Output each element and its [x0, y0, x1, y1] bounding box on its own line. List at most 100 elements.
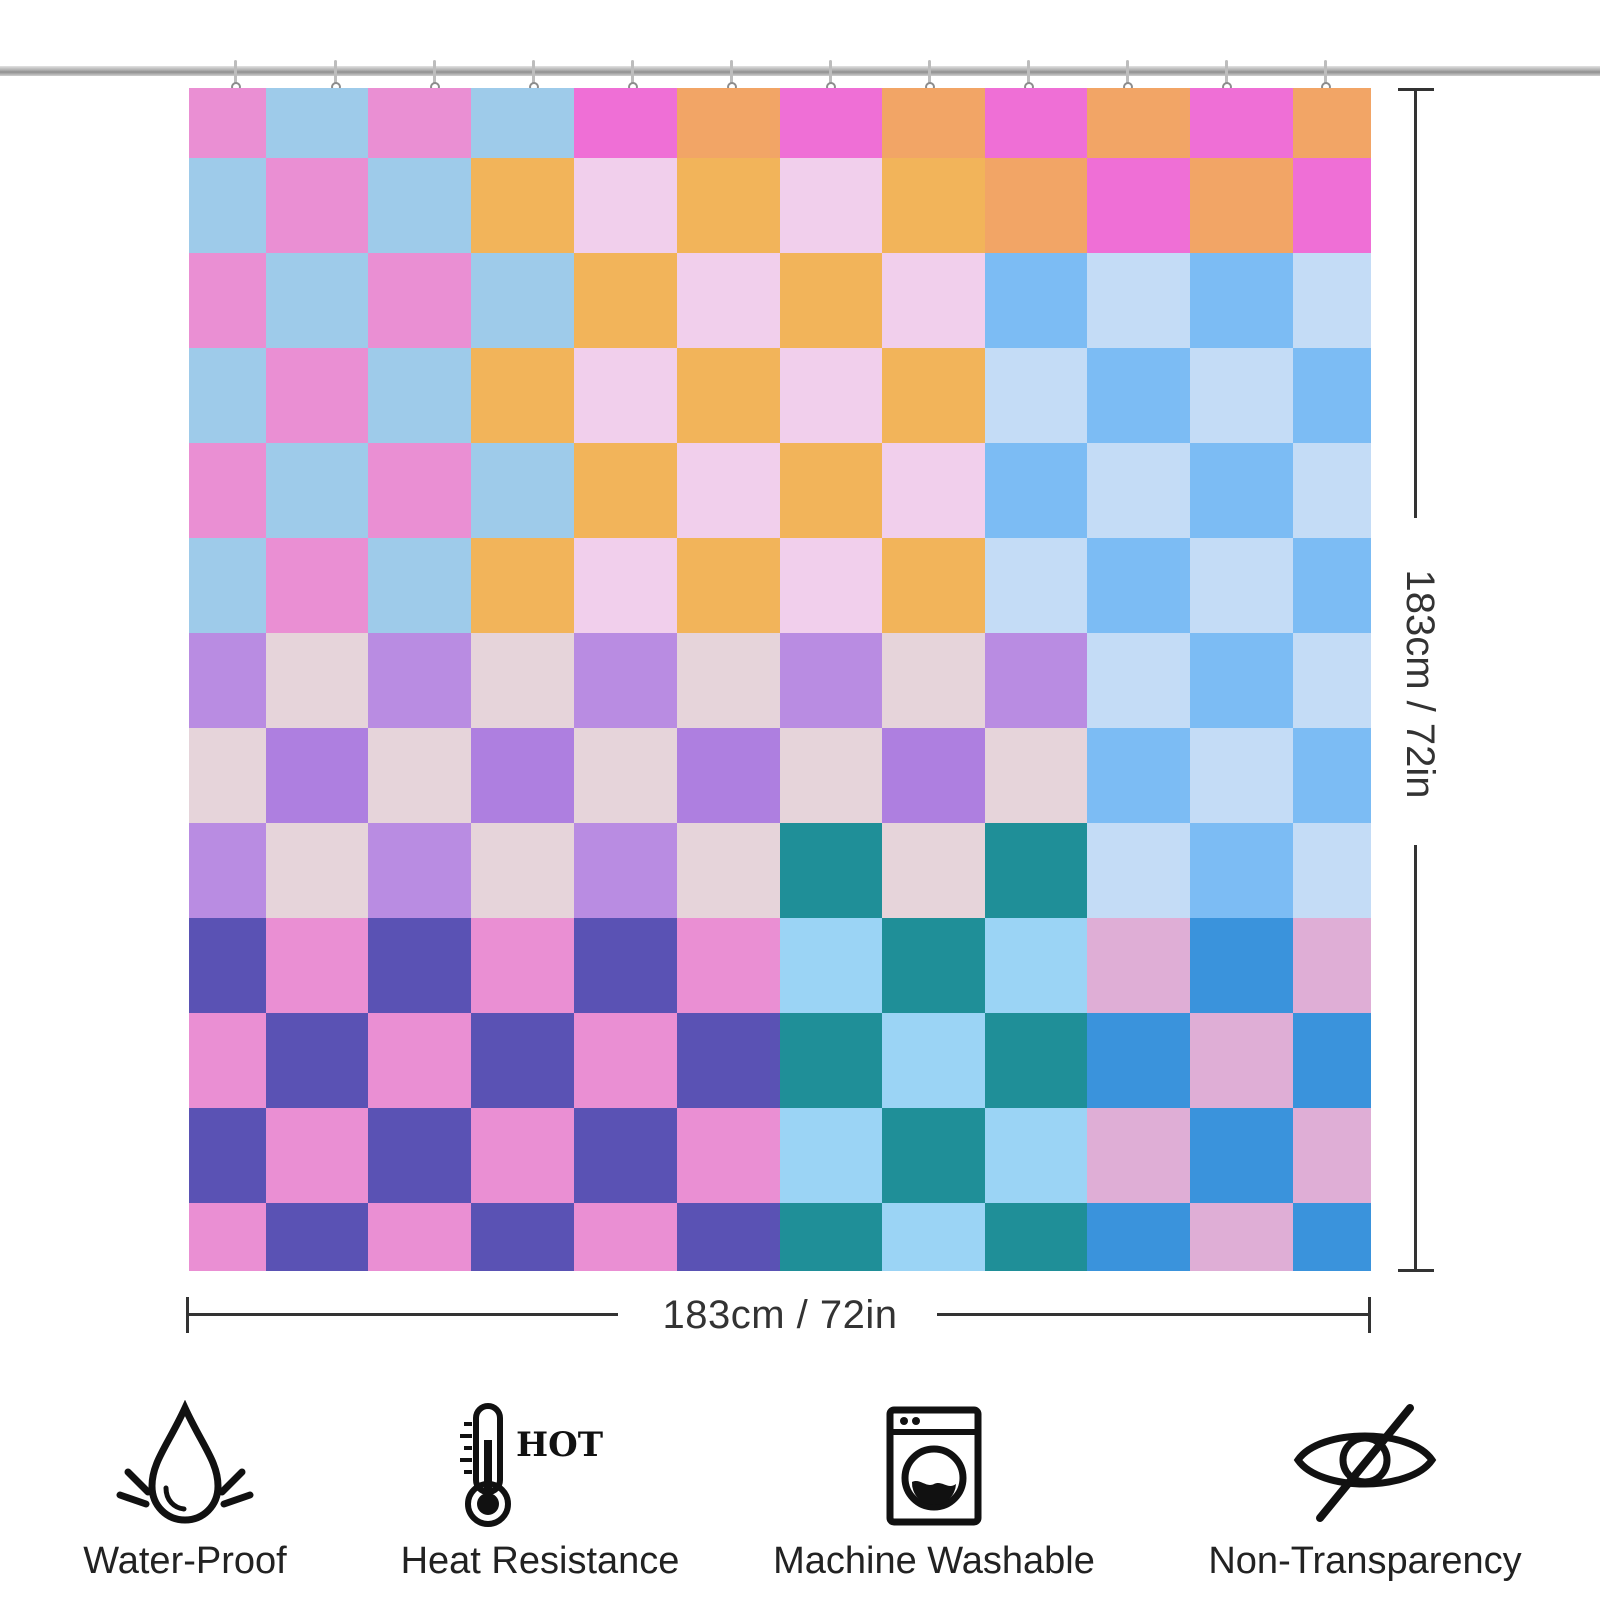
curtain-tile [1293, 823, 1371, 919]
curtain-tile [368, 253, 472, 349]
curtain-tile [882, 253, 986, 349]
curtain-tile [368, 158, 472, 254]
curtain-tile [1190, 1013, 1294, 1109]
curtain-tile [882, 918, 986, 1014]
curtain-tile [882, 728, 986, 824]
feature-non-transparency: Non-Transparency [1208, 1400, 1522, 1582]
curtain-tile [368, 1203, 472, 1271]
curtain-tile [882, 1013, 986, 1109]
curtain-tile [1293, 633, 1371, 729]
curtain-tile [780, 918, 883, 1014]
curtain-tile [1293, 253, 1371, 349]
curtain-tile [368, 918, 472, 1014]
curtain-tile [574, 633, 678, 729]
curtain-tile [1293, 1108, 1371, 1204]
curtain-tile [368, 823, 472, 919]
curtain-tile [1087, 1108, 1191, 1204]
curtain-tile [677, 728, 781, 824]
curtain-tile [1190, 88, 1294, 159]
curtain-tile [471, 1013, 575, 1109]
curtain-tile [985, 1108, 1088, 1204]
curtain-tile [882, 633, 986, 729]
curtain-tile [266, 538, 369, 634]
feature-label-non-transparency: Non-Transparency [1208, 1540, 1522, 1582]
curtain-tile [368, 348, 472, 444]
hot-badge-text: HOT [516, 1425, 603, 1465]
shower-curtain [189, 88, 1371, 1271]
curtain-tile [471, 538, 575, 634]
curtain-tile [1190, 728, 1294, 824]
curtain-tile [985, 918, 1088, 1014]
curtain-tile [677, 88, 781, 159]
curtain-tile [882, 823, 986, 919]
curtain-tile [780, 348, 883, 444]
curtain-tile [882, 158, 986, 254]
curtain-tile [471, 443, 575, 539]
curtain-tile [780, 633, 883, 729]
feature-heat-resistance: HOT Heat Resistance [401, 1400, 679, 1582]
feature-machine-washable: Machine Washable [773, 1400, 1095, 1582]
water-drop-icon [116, 1400, 254, 1524]
curtain-tile [1293, 1013, 1371, 1109]
curtain-tile [1087, 348, 1191, 444]
curtain-tile [985, 1203, 1088, 1271]
curtain-tile [677, 823, 781, 919]
curtain-tile [1087, 88, 1191, 159]
curtain-tile [368, 1108, 472, 1204]
curtain-tile [882, 348, 986, 444]
curtain-tile [1190, 1203, 1294, 1271]
washing-machine-icon [886, 1406, 982, 1526]
curtain-tile [1293, 918, 1371, 1014]
curtain-tile [368, 443, 472, 539]
curtain-tile [266, 728, 369, 824]
curtain-tile [1293, 1203, 1371, 1271]
curtain-rod [0, 66, 1600, 76]
curtain-tile [471, 823, 575, 919]
feature-water-proof: Water-Proof [83, 1400, 287, 1582]
curtain-tile [677, 158, 781, 254]
curtain-tile [266, 1108, 369, 1204]
curtain-tile [677, 348, 781, 444]
curtain-tile [985, 1013, 1088, 1109]
curtain-tile [574, 158, 678, 254]
curtain-tile [1190, 1108, 1294, 1204]
curtain-tile [780, 88, 883, 159]
curtain-tile [368, 633, 472, 729]
curtain-tile [1293, 158, 1371, 254]
curtain-tile [189, 1108, 267, 1204]
curtain-tile [1190, 443, 1294, 539]
curtain-tile [1293, 538, 1371, 634]
curtain-tile [1190, 158, 1294, 254]
curtain-tile [574, 1013, 678, 1109]
curtain-tile [266, 823, 369, 919]
curtain-tile [574, 1108, 678, 1204]
curtain-tile [189, 88, 267, 159]
curtain-tile [985, 823, 1088, 919]
curtain-tile [266, 348, 369, 444]
curtain-tile [471, 88, 575, 159]
width-dimension-label: 183cm / 72in [662, 1293, 898, 1337]
thermometer-hot-icon: HOT [460, 1403, 603, 1527]
curtain-tile [1190, 918, 1294, 1014]
curtain-tile [266, 443, 369, 539]
curtain-tile [189, 348, 267, 444]
curtain-tile [780, 1013, 883, 1109]
curtain-tile [189, 918, 267, 1014]
curtain-tile [1087, 253, 1191, 349]
curtain-tile [574, 348, 678, 444]
curtain-tile [189, 538, 267, 634]
curtain-tile [1293, 348, 1371, 444]
curtain-tile [471, 253, 575, 349]
curtain-tile [266, 253, 369, 349]
curtain-tile [780, 1108, 883, 1204]
curtain-tile [985, 88, 1088, 159]
curtain-tile [1190, 253, 1294, 349]
curtain-tile [677, 918, 781, 1014]
curtain-tile [574, 538, 678, 634]
curtain-tile [1087, 1203, 1191, 1271]
curtain-tile [882, 88, 986, 159]
curtain-tile [574, 823, 678, 919]
curtain-tile [677, 1013, 781, 1109]
curtain-tile [368, 538, 472, 634]
curtain-tile [471, 1203, 575, 1271]
